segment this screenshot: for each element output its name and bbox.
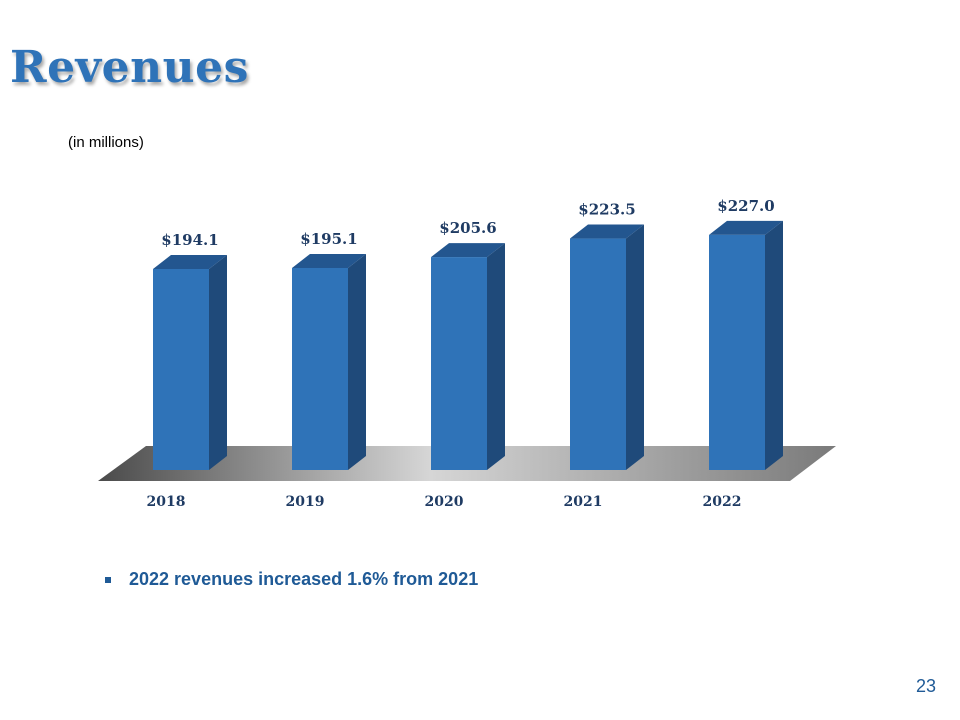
data-label: $205.6 bbox=[439, 219, 496, 237]
bar-front bbox=[431, 257, 487, 470]
data-label: $227.0 bbox=[717, 197, 774, 215]
slide-title: Revenues bbox=[10, 42, 249, 93]
bar-2018 bbox=[153, 255, 227, 470]
bar-front bbox=[292, 267, 348, 470]
bar-2021 bbox=[570, 224, 644, 470]
x-tick-label: 2021 bbox=[564, 494, 603, 510]
bar-2020 bbox=[431, 243, 505, 470]
bar-top bbox=[292, 253, 366, 268]
bullet-text: 2022 revenues increased 1.6% from 2021 bbox=[129, 569, 479, 589]
bar-side bbox=[765, 220, 783, 470]
bar-2022 bbox=[709, 220, 783, 470]
bar-side bbox=[209, 255, 227, 470]
bar-top bbox=[153, 255, 227, 269]
bar-2019 bbox=[292, 253, 366, 470]
x-tick-label: 2019 bbox=[286, 494, 325, 510]
bar-top bbox=[570, 224, 644, 239]
bar-side bbox=[487, 243, 505, 470]
data-label: $194.1 bbox=[161, 231, 218, 249]
bar-top bbox=[709, 220, 783, 235]
x-tick-label: 2022 bbox=[703, 494, 742, 510]
x-tick-label: 2020 bbox=[425, 494, 464, 510]
bar-front bbox=[570, 238, 626, 470]
page-number: 23 bbox=[915, 676, 936, 696]
x-axis-tick-labels: 2018 2019 2020 2021 2022 bbox=[147, 494, 742, 510]
x-tick-label: 2018 bbox=[147, 494, 186, 510]
data-labels: $194.1 $195.1 $205.6 $223.5 $227.0 bbox=[161, 197, 774, 249]
data-label: $195.1 bbox=[300, 230, 357, 248]
bar-front bbox=[709, 234, 765, 470]
bar-side bbox=[626, 224, 644, 470]
bar-top bbox=[431, 243, 505, 258]
bullet-list-item: 2022 revenues increased 1.6% from 2021 bbox=[105, 569, 478, 590]
bar-front bbox=[153, 269, 209, 470]
chart-unit-note: (in millions) bbox=[68, 134, 144, 151]
data-label: $223.5 bbox=[578, 201, 635, 219]
revenue-bar-chart: $194.1 $195.1$205.6$223.5 $227.0 2018 2019 2… bbox=[98, 197, 836, 510]
bar-side bbox=[348, 253, 366, 470]
bars bbox=[153, 220, 783, 470]
bullet-square-icon bbox=[105, 576, 111, 583]
